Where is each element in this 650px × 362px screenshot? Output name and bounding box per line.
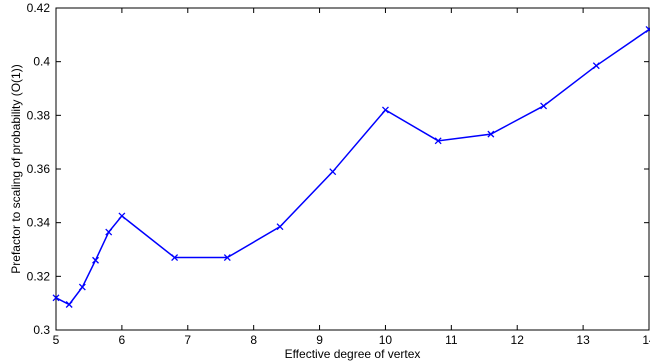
plot-frame	[55, 7, 650, 331]
x-axis-ticks: 5 6 7 8 9 10 11 12 13 14	[53, 8, 650, 347]
y-tick-label: 0.34	[27, 216, 51, 230]
series-layer	[52, 26, 650, 308]
data-point-marker	[540, 102, 548, 110]
data-point-marker	[487, 130, 495, 138]
data-point-marker	[592, 62, 600, 70]
y-tick-label: 0.36	[27, 162, 51, 176]
x-tick-label: 8	[250, 333, 257, 347]
y-tick-label: 0.38	[27, 108, 51, 122]
data-point-marker	[118, 212, 126, 220]
data-point-marker	[105, 228, 113, 236]
y-axis-ticks: 0.3 0.32 0.34 0.36 0.38 0.4 0.42	[27, 1, 649, 337]
y-tick-label: 0.3	[33, 323, 50, 337]
data-point-marker	[381, 106, 389, 114]
x-tick-label: 12	[511, 333, 525, 347]
x-tick-label: 7	[184, 333, 191, 347]
x-tick-label: 13	[576, 333, 590, 347]
y-axis-title: Prefactor to scaling of probability (O(1…	[9, 64, 23, 273]
x-axis-title: Effective degree of vertex	[285, 347, 421, 361]
data-point-marker	[223, 254, 231, 262]
data-point-marker	[434, 137, 442, 145]
data-point-marker	[52, 294, 60, 302]
x-tick-label: 5	[53, 333, 60, 347]
data-point-marker	[276, 223, 284, 231]
y-tick-label: 0.32	[27, 269, 51, 283]
y-tick-label: 0.42	[27, 1, 51, 15]
x-tick-label: 11	[445, 333, 458, 347]
data-point-marker	[78, 283, 86, 291]
data-point-marker	[329, 168, 337, 176]
x-tick-label: 9	[316, 333, 323, 347]
x-tick-label: 14	[642, 333, 650, 347]
x-tick-label: 10	[379, 333, 393, 347]
data-point-marker	[645, 26, 650, 33]
series-line	[55, 28, 650, 306]
data-point-marker	[92, 256, 99, 264]
x-tick-label: 6	[119, 333, 126, 347]
data-point-marker	[65, 301, 73, 308]
y-tick-label: 0.4	[33, 55, 50, 69]
data-point-marker	[171, 254, 179, 262]
